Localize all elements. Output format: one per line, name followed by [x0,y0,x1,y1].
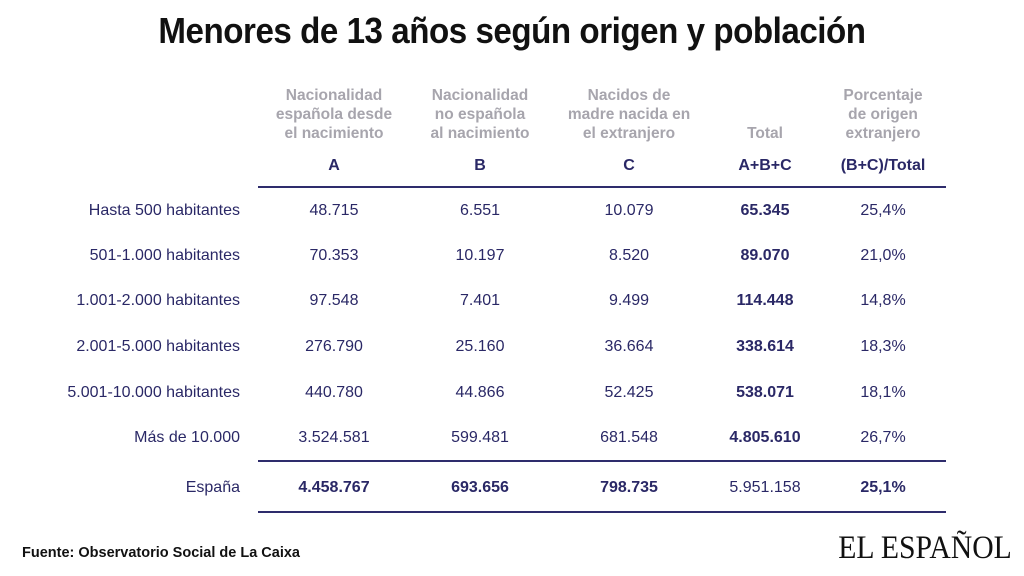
column-header: Nacionalidad española desde el nacimient… [275,87,393,142]
table-cell: 10.079 [604,202,654,219]
column-header: Nacidos de madre nacida en el extranjero [567,87,691,142]
table-cell: 599.481 [451,429,509,446]
column-code: A+B+C [738,157,792,174]
table-cell: 338.614 [736,338,794,355]
table-cell: 7.401 [459,292,501,309]
table-cell: 44.866 [455,384,505,401]
source-note: Fuente: Observatorio Social de La Caixa [22,545,300,561]
table-rule [258,186,946,188]
table-cell: 21,0% [860,247,906,264]
table-cell: 276.790 [305,338,363,355]
row-label: 1.001-2.000 habitantes [76,292,240,309]
table-rule [258,460,946,462]
table-cell: 70.353 [309,247,359,264]
row-label: Hasta 500 habitantes [88,202,240,219]
table-cell: 14,8% [860,292,906,309]
total-cell: 4.458.767 [298,479,370,496]
table-cell: 440.780 [305,384,363,401]
table-cell: 3.524.581 [298,429,370,446]
table-cell: 25.160 [455,338,505,355]
column-header: Nacionalidad no española al nacimiento [430,87,530,142]
column-header: Porcentaje de origen extranjero [843,87,923,142]
table-cell: 6.551 [459,202,501,219]
table-cell: 89.070 [740,247,790,264]
total-cell: 5.951.158 [729,479,801,496]
column-code: C [623,157,635,174]
total-cell: 25,1% [860,479,906,496]
table-cell: 4.805.610 [729,429,801,446]
table-cell: 97.548 [309,292,359,309]
table-cell: 114.448 [736,292,794,309]
table-rule [258,511,946,513]
chart-title: Menores de 13 años según origen y poblac… [158,10,866,51]
table-cell: 25,4% [860,202,906,219]
table-cell: 681.548 [600,429,658,446]
row-label: 5.001-10.000 habitantes [67,384,240,401]
table-cell: 538.071 [736,384,794,401]
total-row-label: España [185,479,240,496]
table-cell: 9.499 [608,292,650,309]
total-cell: 798.735 [600,479,658,496]
brand-logo: EL ESPAÑOL [838,530,1012,566]
table-cell: 36.664 [604,338,654,355]
column-header: Total [747,125,783,142]
row-label: 2.001-5.000 habitantes [76,338,240,355]
table-cell: 18,3% [860,338,906,355]
column-code: B [474,157,486,174]
row-label: 501-1.000 habitantes [89,247,240,264]
table-cell: 18,1% [860,384,906,401]
total-cell: 693.656 [451,479,509,496]
table-cell: 8.520 [608,247,650,264]
column-code: (B+C)/Total [840,157,926,174]
table-cell: 10.197 [455,247,505,264]
column-code: A [328,157,340,174]
table-cell: 26,7% [860,429,906,446]
table-cell: 48.715 [309,202,359,219]
table-cell: 65.345 [740,202,790,219]
row-label: Más de 10.000 [134,429,240,446]
table-cell: 52.425 [604,384,654,401]
